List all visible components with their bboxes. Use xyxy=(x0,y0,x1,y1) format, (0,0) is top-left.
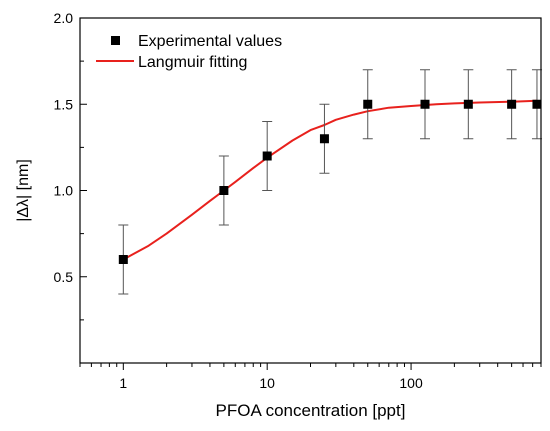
legend-marker-experimental xyxy=(111,36,120,45)
x-tick-label: 100 xyxy=(399,375,423,391)
legend: Experimental values Langmuir fitting xyxy=(96,33,282,71)
data-point xyxy=(463,99,473,109)
fit-line xyxy=(122,99,538,261)
data-points-layer xyxy=(118,69,542,295)
y-tick-label: 2.0 xyxy=(54,10,74,26)
legend-label-langmuir: Langmuir fitting xyxy=(138,54,247,71)
fit-curve-layer xyxy=(122,99,538,261)
x-tick-label: 10 xyxy=(259,375,275,391)
y-tick-label: 1.5 xyxy=(54,96,74,112)
legend-label-experimental: Experimental values xyxy=(138,33,282,50)
x-tick-label: 1 xyxy=(119,375,127,391)
y-tick-label: 0.5 xyxy=(54,269,74,285)
plot-frame xyxy=(79,17,542,364)
data-point xyxy=(262,151,272,161)
data-point xyxy=(319,134,329,144)
y-axis-label: |Δλ| [nm] xyxy=(15,159,32,222)
data-point xyxy=(219,186,229,195)
data-point xyxy=(118,255,128,264)
x-axis-label: PFOA concentration [ppt] xyxy=(216,401,406,420)
data-point xyxy=(507,99,517,109)
data-point xyxy=(363,99,373,109)
data-point xyxy=(532,99,542,109)
tick-layer: 0.5 1.0 1.5 2.0 1 10 100 xyxy=(54,10,542,391)
data-point xyxy=(420,99,430,109)
y-tick-label: 1.0 xyxy=(54,183,74,199)
